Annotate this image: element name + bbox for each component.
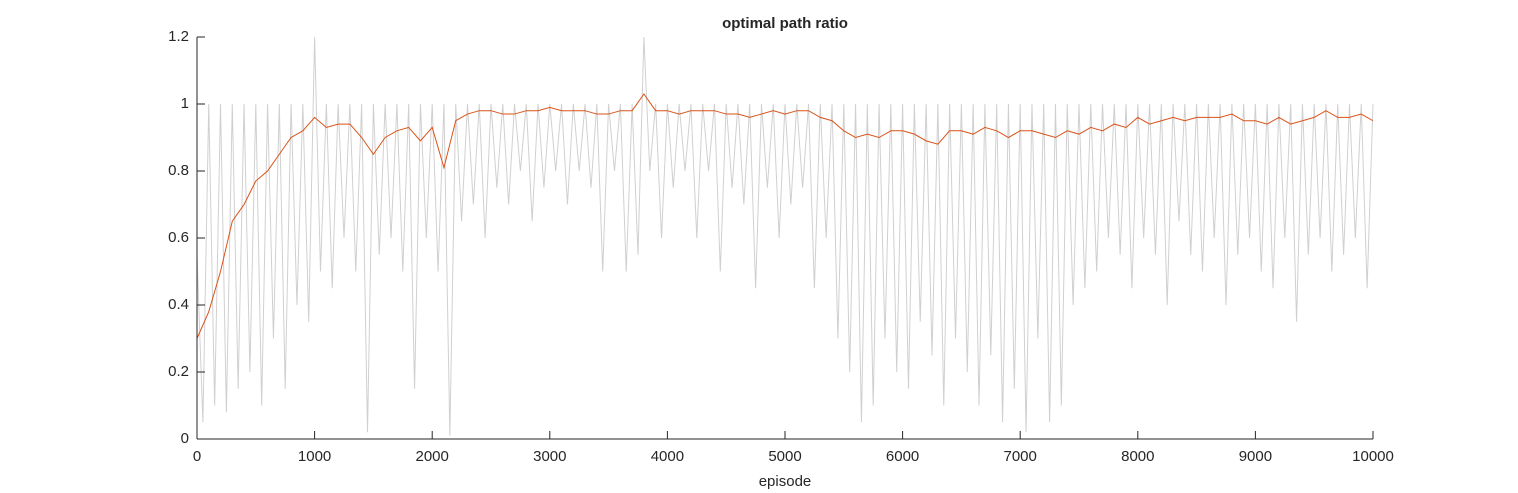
x-tick-label: 8000 (1121, 448, 1154, 465)
y-tick-label: 0 (181, 430, 189, 447)
x-tick-label: 2000 (416, 448, 449, 465)
x-axis-label: episode (759, 473, 812, 490)
x-tick-label: 5000 (768, 448, 801, 465)
x-tick-label: 6000 (886, 448, 919, 465)
x-tick-label: 4000 (651, 448, 684, 465)
data-line (196, 36, 1374, 436)
x-tick-label: 9000 (1239, 448, 1272, 465)
x-tick-label: 10000 (1352, 448, 1394, 465)
y-tick-label: 1.2 (168, 28, 189, 45)
x-tick-label: 0 (193, 448, 201, 465)
y-tick-label: 0.2 (168, 363, 189, 380)
y-tick-label: 1 (181, 95, 189, 112)
chart-title: optimal path ratio (722, 15, 848, 32)
x-tick-label: 1000 (298, 448, 331, 465)
y-tick-label: 0.6 (168, 229, 189, 246)
y-tick-label: 0.4 (168, 296, 189, 313)
y-tick-label: 0.8 (168, 162, 189, 179)
x-tick-label: 7000 (1004, 448, 1037, 465)
data-line (196, 93, 1374, 339)
x-tick-label: 3000 (533, 448, 566, 465)
